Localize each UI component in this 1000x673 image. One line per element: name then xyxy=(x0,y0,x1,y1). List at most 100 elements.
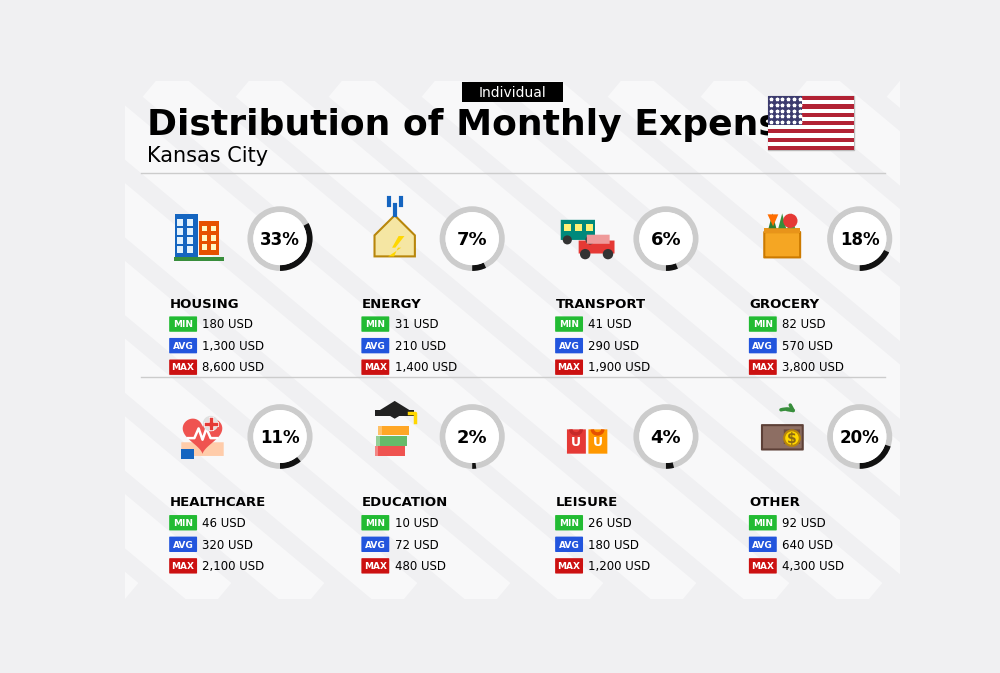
Text: 82 USD: 82 USD xyxy=(782,318,826,331)
FancyBboxPatch shape xyxy=(187,228,193,235)
Polygon shape xyxy=(787,213,795,228)
Polygon shape xyxy=(183,419,222,454)
Text: 46 USD: 46 USD xyxy=(202,517,246,530)
FancyBboxPatch shape xyxy=(202,235,207,240)
Text: U: U xyxy=(593,436,603,449)
FancyBboxPatch shape xyxy=(768,137,854,142)
Text: 180 USD: 180 USD xyxy=(588,538,639,552)
FancyBboxPatch shape xyxy=(361,558,389,573)
Text: 1,200 USD: 1,200 USD xyxy=(588,560,651,573)
FancyBboxPatch shape xyxy=(749,316,777,332)
Text: Distribution of Monthly Expenses: Distribution of Monthly Expenses xyxy=(147,108,826,143)
FancyBboxPatch shape xyxy=(462,82,563,102)
FancyBboxPatch shape xyxy=(169,316,197,332)
FancyBboxPatch shape xyxy=(784,429,800,444)
FancyBboxPatch shape xyxy=(768,129,854,133)
FancyBboxPatch shape xyxy=(768,108,854,113)
Text: TRANSPORT: TRANSPORT xyxy=(556,297,646,310)
Text: 3,800 USD: 3,800 USD xyxy=(782,361,844,374)
FancyBboxPatch shape xyxy=(768,133,854,137)
FancyBboxPatch shape xyxy=(169,558,197,573)
Circle shape xyxy=(253,212,307,265)
Text: 33%: 33% xyxy=(260,231,300,249)
FancyBboxPatch shape xyxy=(555,316,583,332)
Text: MIN: MIN xyxy=(559,519,579,528)
FancyBboxPatch shape xyxy=(361,338,389,353)
Text: 4,300 USD: 4,300 USD xyxy=(782,560,844,573)
FancyBboxPatch shape xyxy=(764,228,800,234)
FancyBboxPatch shape xyxy=(561,220,595,240)
FancyBboxPatch shape xyxy=(768,121,854,125)
Wedge shape xyxy=(472,262,486,271)
FancyBboxPatch shape xyxy=(555,359,583,375)
FancyBboxPatch shape xyxy=(768,125,854,129)
FancyBboxPatch shape xyxy=(575,223,582,231)
Text: AVG: AVG xyxy=(752,540,773,550)
FancyBboxPatch shape xyxy=(181,442,224,456)
FancyBboxPatch shape xyxy=(375,410,414,416)
Text: 11%: 11% xyxy=(260,429,300,447)
Text: AVG: AVG xyxy=(173,342,194,351)
Circle shape xyxy=(586,236,595,244)
Text: 180 USD: 180 USD xyxy=(202,318,254,331)
Wedge shape xyxy=(280,457,301,469)
FancyBboxPatch shape xyxy=(202,225,207,232)
Text: AVG: AVG xyxy=(559,342,579,351)
FancyBboxPatch shape xyxy=(211,244,216,250)
FancyBboxPatch shape xyxy=(375,446,405,456)
Text: AVG: AVG xyxy=(752,342,773,351)
Circle shape xyxy=(783,214,797,228)
FancyBboxPatch shape xyxy=(555,338,583,353)
FancyBboxPatch shape xyxy=(762,425,803,450)
FancyBboxPatch shape xyxy=(555,536,583,552)
FancyBboxPatch shape xyxy=(187,238,193,244)
FancyBboxPatch shape xyxy=(361,536,389,552)
Text: Kansas City: Kansas City xyxy=(147,146,268,166)
FancyBboxPatch shape xyxy=(749,558,777,573)
Text: MIN: MIN xyxy=(173,320,193,329)
Polygon shape xyxy=(778,213,786,228)
Circle shape xyxy=(253,410,307,463)
FancyBboxPatch shape xyxy=(174,257,224,261)
Text: MIN: MIN xyxy=(559,320,579,329)
FancyBboxPatch shape xyxy=(177,238,183,244)
Circle shape xyxy=(580,249,590,259)
Wedge shape xyxy=(247,206,313,271)
Wedge shape xyxy=(860,250,889,271)
Text: 10 USD: 10 USD xyxy=(395,517,438,530)
Wedge shape xyxy=(666,263,678,271)
Text: 26 USD: 26 USD xyxy=(588,517,632,530)
Text: 31 USD: 31 USD xyxy=(395,318,438,331)
Circle shape xyxy=(639,212,693,265)
Text: GROCERY: GROCERY xyxy=(750,297,820,310)
Text: 41 USD: 41 USD xyxy=(588,318,632,331)
FancyBboxPatch shape xyxy=(768,104,854,108)
Circle shape xyxy=(833,410,886,463)
Text: 72 USD: 72 USD xyxy=(395,538,438,552)
FancyBboxPatch shape xyxy=(202,244,207,250)
Text: 92 USD: 92 USD xyxy=(782,517,826,530)
FancyBboxPatch shape xyxy=(588,429,607,454)
FancyBboxPatch shape xyxy=(587,235,610,244)
Text: 2,100 USD: 2,100 USD xyxy=(202,560,265,573)
FancyBboxPatch shape xyxy=(177,228,183,235)
Text: MAX: MAX xyxy=(172,562,195,571)
Circle shape xyxy=(446,410,499,463)
Wedge shape xyxy=(440,404,505,469)
Text: AVG: AVG xyxy=(559,540,579,550)
FancyBboxPatch shape xyxy=(199,221,219,255)
Text: MIN: MIN xyxy=(753,320,773,329)
Text: 640 USD: 640 USD xyxy=(782,538,833,552)
Text: 1,400 USD: 1,400 USD xyxy=(395,361,457,374)
FancyBboxPatch shape xyxy=(567,429,586,454)
Text: 6%: 6% xyxy=(651,231,681,249)
Text: AVG: AVG xyxy=(173,540,194,550)
Text: 570 USD: 570 USD xyxy=(782,340,833,353)
Wedge shape xyxy=(860,445,891,469)
FancyBboxPatch shape xyxy=(375,446,378,456)
Text: MIN: MIN xyxy=(173,519,193,528)
FancyBboxPatch shape xyxy=(169,338,197,353)
Wedge shape xyxy=(280,223,313,271)
Text: 8,600 USD: 8,600 USD xyxy=(202,361,265,374)
Text: MIN: MIN xyxy=(365,519,385,528)
